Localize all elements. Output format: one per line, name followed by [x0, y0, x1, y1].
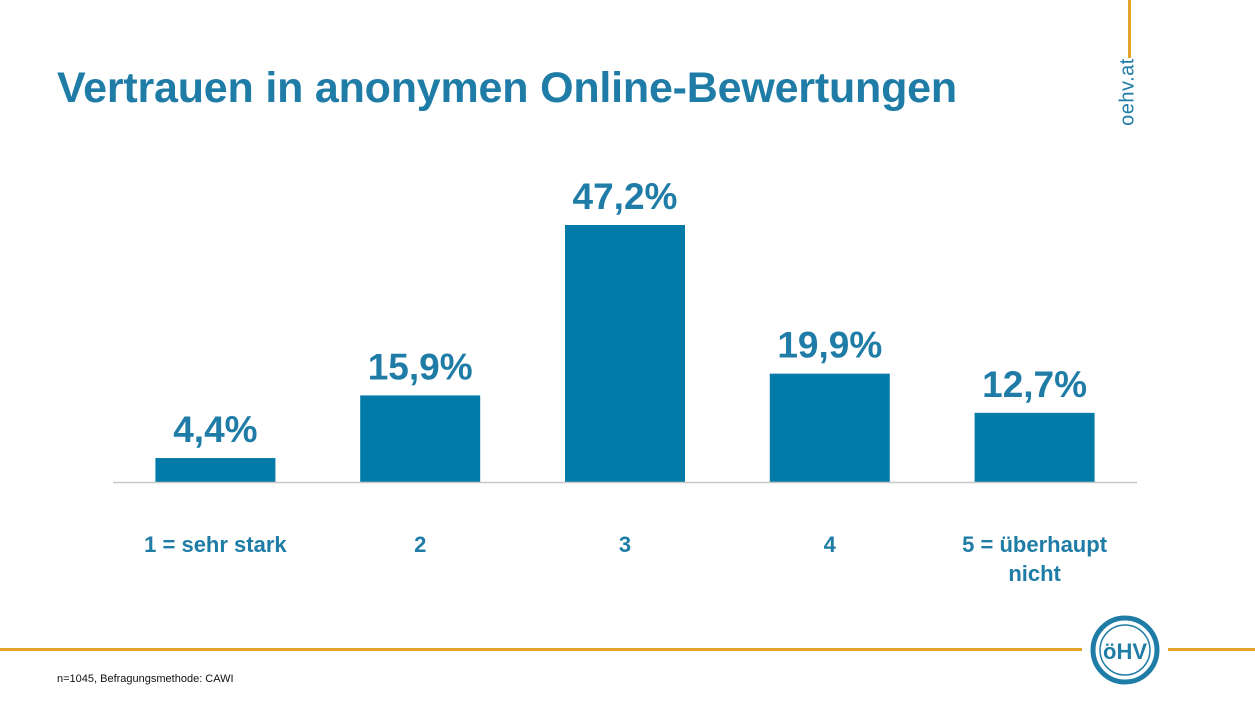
data-label-3: 47,2%: [573, 176, 678, 217]
bar-chart: 4,4% 1 = sehr stark 15,9% 2 47,2% 3 19,9% 4 12,7…: [113, 176, 1137, 586]
bar-2: [360, 395, 481, 482]
bar-5: [974, 412, 1095, 482]
bar-1: [155, 458, 276, 482]
bottom-accent-line-left: [0, 648, 1082, 651]
category-label-5: 5 = überhaupt nicht: [962, 532, 1108, 586]
oehv-logo: öHV: [1090, 615, 1160, 685]
data-label-2: 15,9%: [368, 346, 473, 387]
category-label-1: 1 = sehr stark: [144, 532, 287, 557]
chart-title: Vertrauen in anonymen Online-Bewertungen: [57, 64, 957, 112]
data-label-1: 4,4%: [173, 409, 257, 450]
bottom-accent-line-right: [1168, 648, 1255, 651]
data-label-4: 19,9%: [777, 325, 882, 366]
bar-4: [769, 373, 890, 482]
footnote: n=1045, Befragungsmethode: CAWI: [57, 673, 234, 685]
category-label-3: 3: [619, 532, 631, 557]
bar-3: [565, 225, 685, 482]
category-label-4: 4: [824, 532, 837, 557]
category-label-2: 2: [414, 532, 426, 557]
logo-text: öHV: [1103, 639, 1147, 664]
data-label-5: 12,7%: [982, 364, 1087, 405]
top-accent-line: [1128, 0, 1131, 58]
